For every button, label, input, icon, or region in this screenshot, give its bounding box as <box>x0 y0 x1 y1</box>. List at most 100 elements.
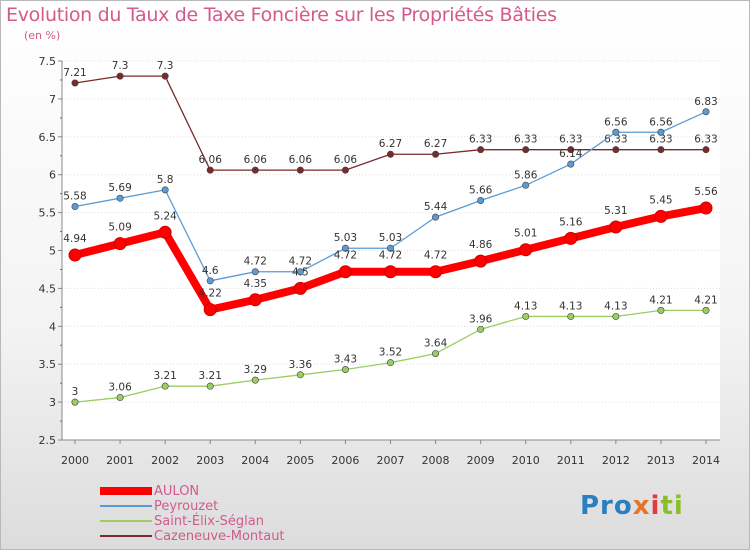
y-tick-label: 7.5 <box>39 55 57 68</box>
x-tick-label: 2010 <box>512 454 540 467</box>
data-point-cazeneuve-montaut <box>386 150 394 158</box>
data-point-saint-lix-s-glan <box>477 325 485 333</box>
data-point-peyrouzet <box>477 196 485 204</box>
chart-title: Evolution du Taux de Taxe Foncière sur l… <box>6 4 557 26</box>
data-point-saint-lix-s-glan <box>341 366 349 374</box>
legend-label: Peyrouzet <box>154 499 219 514</box>
data-point-aulon <box>609 220 623 234</box>
x-tick-label: 2002 <box>151 454 179 467</box>
y-tick-label: 4.5 <box>39 282 57 295</box>
data-label-peyrouzet: 6.83 <box>694 96 717 108</box>
data-point-peyrouzet <box>567 160 575 168</box>
data-point-cazeneuve-montaut <box>657 146 665 154</box>
data-label-aulon: 4.72 <box>334 250 357 262</box>
data-point-saint-lix-s-glan <box>296 371 304 379</box>
data-point-cazeneuve-montaut <box>206 166 214 174</box>
data-label-aulon: 5.24 <box>153 210 177 222</box>
data-label-aulon: 4.94 <box>63 233 87 245</box>
data-label-cazeneuve-montaut: 6.06 <box>334 154 358 166</box>
data-point-aulon <box>654 209 668 223</box>
y-tick-label: 5.5 <box>39 207 57 220</box>
data-label-aulon: 5.45 <box>649 194 672 206</box>
data-label-peyrouzet: 5.03 <box>379 232 402 244</box>
x-tick-label: 2006 <box>331 454 359 467</box>
data-label-cazeneuve-montaut: 6.27 <box>424 138 447 150</box>
data-point-peyrouzet <box>386 244 394 252</box>
data-point-cazeneuve-montaut <box>522 146 530 154</box>
data-label-aulon: 4.5 <box>292 266 309 278</box>
data-label-saint-lix-s-glan: 3.21 <box>153 370 176 382</box>
data-label-cazeneuve-montaut: 6.06 <box>199 154 223 166</box>
data-point-peyrouzet <box>432 213 440 221</box>
data-point-aulon <box>293 281 307 295</box>
y-tick-label: 6.5 <box>39 131 57 144</box>
x-tick-label: 2003 <box>196 454 224 467</box>
data-point-saint-lix-s-glan <box>702 306 710 314</box>
data-label-cazeneuve-montaut: 6.06 <box>289 154 313 166</box>
x-tick-label: 2000 <box>61 454 89 467</box>
x-tick-label: 2008 <box>422 454 450 467</box>
data-point-saint-lix-s-glan <box>386 359 394 367</box>
data-label-peyrouzet: 4.72 <box>289 256 312 268</box>
data-label-aulon: 4.72 <box>424 250 447 262</box>
legend-label: Cazeneuve-Montaut <box>154 529 285 544</box>
data-point-saint-lix-s-glan <box>251 376 259 384</box>
y-tick-label: 7 <box>49 93 56 106</box>
data-point-peyrouzet <box>161 186 169 194</box>
data-label-aulon: 5.56 <box>694 186 718 198</box>
data-point-saint-lix-s-glan <box>71 398 79 406</box>
data-point-cazeneuve-montaut <box>612 146 620 154</box>
data-label-peyrouzet: 6.56 <box>649 116 673 128</box>
x-tick-label: 2001 <box>106 454 134 467</box>
data-point-saint-lix-s-glan <box>657 306 665 314</box>
y-tick-label: 3 <box>49 396 56 409</box>
x-tick-label: 2007 <box>377 454 405 467</box>
data-label-peyrouzet: 5.86 <box>514 169 538 181</box>
data-label-cazeneuve-montaut: 6.33 <box>514 134 537 146</box>
data-label-cazeneuve-montaut: 6.33 <box>694 134 717 146</box>
y-tick-label: 5 <box>49 245 56 258</box>
data-point-aulon <box>68 248 82 262</box>
data-label-aulon: 5.31 <box>604 205 627 217</box>
data-label-peyrouzet: 5.69 <box>108 182 131 194</box>
data-label-peyrouzet: 6.14 <box>559 148 583 160</box>
data-label-cazeneuve-montaut: 6.33 <box>649 134 672 146</box>
legend-swatch <box>100 505 152 507</box>
data-label-peyrouzet: 5.03 <box>334 232 357 244</box>
data-label-cazeneuve-montaut: 6.27 <box>379 138 402 150</box>
data-point-saint-lix-s-glan <box>432 350 440 358</box>
legend-label: AULON <box>154 484 200 499</box>
data-point-cazeneuve-montaut <box>567 146 575 154</box>
x-tick-label: 2013 <box>647 454 675 467</box>
data-label-saint-lix-s-glan: 3.43 <box>334 354 357 366</box>
data-label-aulon: 4.35 <box>244 278 267 290</box>
data-label-aulon: 4.86 <box>469 239 493 251</box>
data-point-aulon <box>338 265 352 279</box>
data-point-cazeneuve-montaut <box>477 146 485 154</box>
x-tick-label: 2014 <box>692 454 720 467</box>
data-point-aulon <box>248 293 262 307</box>
data-label-peyrouzet: 5.66 <box>469 184 493 196</box>
data-label-saint-lix-s-glan: 4.13 <box>604 300 627 312</box>
legend-swatch <box>100 487 152 495</box>
legend-swatch <box>100 535 152 537</box>
data-point-peyrouzet <box>522 181 530 189</box>
data-label-saint-lix-s-glan: 3.64 <box>424 338 448 350</box>
data-label-aulon: 4.72 <box>379 250 402 262</box>
data-label-saint-lix-s-glan: 3.21 <box>199 370 222 382</box>
data-point-cazeneuve-montaut <box>116 72 124 80</box>
data-label-aulon: 5.09 <box>108 222 131 234</box>
data-point-peyrouzet <box>251 268 259 276</box>
y-tick-label: 4 <box>49 320 56 333</box>
data-point-cazeneuve-montaut <box>71 79 79 87</box>
data-label-saint-lix-s-glan: 4.21 <box>649 294 672 306</box>
data-label-cazeneuve-montaut: 6.33 <box>469 134 492 146</box>
proxiti-logo: Proxiti <box>580 491 684 521</box>
data-label-saint-lix-s-glan: 3.06 <box>108 382 132 394</box>
legend-label: Saint-Élix-Séglan <box>154 514 264 529</box>
data-point-cazeneuve-montaut <box>251 166 259 174</box>
data-label-saint-lix-s-glan: 3.96 <box>469 313 493 325</box>
data-point-peyrouzet <box>71 203 79 211</box>
data-label-saint-lix-s-glan: 4.13 <box>559 300 582 312</box>
